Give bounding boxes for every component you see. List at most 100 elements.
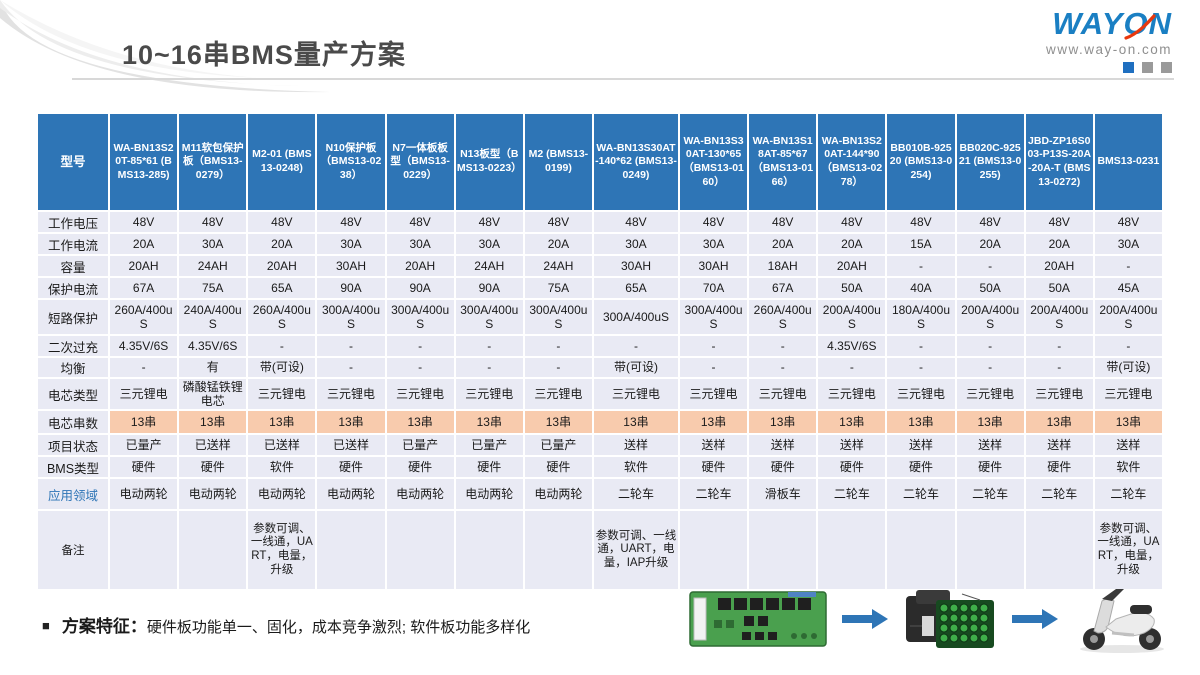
- table-cell: 48V: [248, 212, 316, 232]
- table-cell: 送样: [679, 435, 748, 455]
- table-cell: 已送样: [248, 435, 316, 455]
- row-label: 均衡: [38, 358, 108, 377]
- table-cell: 13串: [179, 411, 247, 433]
- table-cell: 48V: [1094, 212, 1162, 232]
- table-cell: 75A: [524, 278, 592, 298]
- table-cell: 48V: [317, 212, 385, 232]
- bullet-square-icon: ■: [42, 618, 50, 633]
- table-cell: 三元锂电: [248, 379, 316, 409]
- table-cell: 30A: [179, 234, 247, 254]
- table-cell: 24AH: [179, 256, 247, 276]
- table-cell: -: [887, 358, 955, 377]
- table-cell: [818, 511, 886, 589]
- battery-pack-image: [906, 590, 994, 648]
- table-cell: -: [749, 336, 817, 356]
- table-cell: 20A: [110, 234, 178, 254]
- table-row: 应用领域 电动两轮 电动两轮 电动两轮 电动两轮 电动两轮 电动两轮 电动两轮 二轮车 二轮车 滑板…: [38, 479, 1162, 509]
- table-cell: 送样: [1094, 435, 1162, 455]
- table-row: 短路保护 260A/400uS 240A/400uS 260A/400uS 300A/4…: [38, 300, 1162, 334]
- logo-red-swoosh-icon: [1124, 14, 1156, 40]
- table-cell: 30A: [679, 234, 748, 254]
- table-cell: 260A/400uS: [248, 300, 316, 334]
- table-cell: 电动两轮: [524, 479, 592, 509]
- table-cell: 50A: [1025, 278, 1093, 298]
- table-cell: 20A: [1025, 234, 1093, 254]
- model-header-cell: WA-BN13S30AT-130*65（BMS13-0160）: [679, 114, 748, 210]
- title-divider: [72, 78, 1174, 80]
- table-cell: 4.35V/6S: [179, 336, 247, 356]
- table-cell: 20A: [248, 234, 316, 254]
- table-cell: [679, 511, 748, 589]
- table-cell: 30A: [593, 234, 678, 254]
- row-label: 项目状态: [38, 435, 108, 455]
- table-cell: 200A/400uS: [1094, 300, 1162, 334]
- table-cell: [110, 511, 178, 589]
- logo-url: www.way-on.com: [1045, 41, 1172, 57]
- model-header-cell: BB010B-92520 (BMS13-0254): [887, 114, 955, 210]
- table-cell: 硬件: [179, 457, 247, 477]
- table-cell: 20AH: [1025, 256, 1093, 276]
- table-cell: 13串: [110, 411, 178, 433]
- table-cell: -: [749, 358, 817, 377]
- table-cell: 4.35V/6S: [110, 336, 178, 356]
- table-cell: [179, 511, 247, 589]
- table-cell: 已送样: [179, 435, 247, 455]
- table-cell: -: [1025, 358, 1093, 377]
- table-cell: 三元锂电: [1025, 379, 1093, 409]
- table-cell: 有: [179, 358, 247, 377]
- table-cell: 送样: [956, 435, 1024, 455]
- table-cell: 电动两轮: [386, 479, 454, 509]
- flow-arrow-icon: [842, 609, 888, 629]
- table-cell: 13串: [593, 411, 678, 433]
- table-cell: 三元锂电: [524, 379, 592, 409]
- table-cell: 带(可设): [248, 358, 316, 377]
- table-cell: 300A/400uS: [386, 300, 454, 334]
- table-cell: 30A: [1094, 234, 1162, 254]
- flow-arrow-icon: [1012, 609, 1058, 629]
- table-cell: 送样: [1025, 435, 1093, 455]
- row-label: 电芯类型: [38, 379, 108, 409]
- model-header-cell: M11软包保护板（BMS13-0279）: [179, 114, 247, 210]
- row-label: 备注: [38, 511, 108, 589]
- table-cell: -: [956, 358, 1024, 377]
- table-cell: 三元锂电: [386, 379, 454, 409]
- table-cell: 三元锂电: [317, 379, 385, 409]
- table-cell: 三元锂电: [110, 379, 178, 409]
- table-cell: 已量产: [386, 435, 454, 455]
- table-cell: 300A/400uS: [593, 300, 678, 334]
- table-cell: 送样: [887, 435, 955, 455]
- table-cell: 48V: [110, 212, 178, 232]
- model-header-cell: WA-BN13S30AT-140*62 (BMS13-0249): [593, 114, 678, 210]
- table-cell: 48V: [455, 212, 523, 232]
- table-cell: 硬件: [386, 457, 454, 477]
- table-cell: 50A: [956, 278, 1024, 298]
- table-cell: 13串: [1025, 411, 1093, 433]
- model-header-cell: N10保护板（BMS13-0238）: [317, 114, 385, 210]
- table-cell: 软件: [248, 457, 316, 477]
- table-row: 均衡 - 有带(可设) - - - - 带(可设) - - - - - - 带(可设): [38, 358, 1162, 377]
- table-cell: 20A: [956, 234, 1024, 254]
- model-header-cell: WA-BN13S18AT-85*67（BMS13-0166）: [749, 114, 817, 210]
- table-cell: -: [818, 358, 886, 377]
- bms-solutions-table: 型号 WA-BN13S20T-85*61 (BMS13-285) M11软包保护板（…: [36, 112, 1164, 591]
- e-scooter-image: [1080, 589, 1164, 653]
- table-cell: 带(可设): [593, 358, 678, 377]
- table-cell: 48V: [749, 212, 817, 232]
- table-cell: 65A: [248, 278, 316, 298]
- table-cell: 13串: [749, 411, 817, 433]
- table-cell: -: [956, 336, 1024, 356]
- table-cell: 三元锂电: [593, 379, 678, 409]
- table-cell: 13串: [818, 411, 886, 433]
- table-cell: 13串: [679, 411, 748, 433]
- table-cell: 4.35V/6S: [818, 336, 886, 356]
- table-cell: 滑板车: [749, 479, 817, 509]
- model-header-cell: WA-BN13S20AT-144*90（BMS13-0278）: [818, 114, 886, 210]
- table-cell: -: [524, 336, 592, 356]
- table-cell: 30AH: [317, 256, 385, 276]
- table-cell: 三元锂电: [887, 379, 955, 409]
- gray-square-icon: [1142, 61, 1153, 73]
- row-label: 容量: [38, 256, 108, 276]
- table-cell: 磷酸锰铁锂电芯: [179, 379, 247, 409]
- table-cell: 48V: [1025, 212, 1093, 232]
